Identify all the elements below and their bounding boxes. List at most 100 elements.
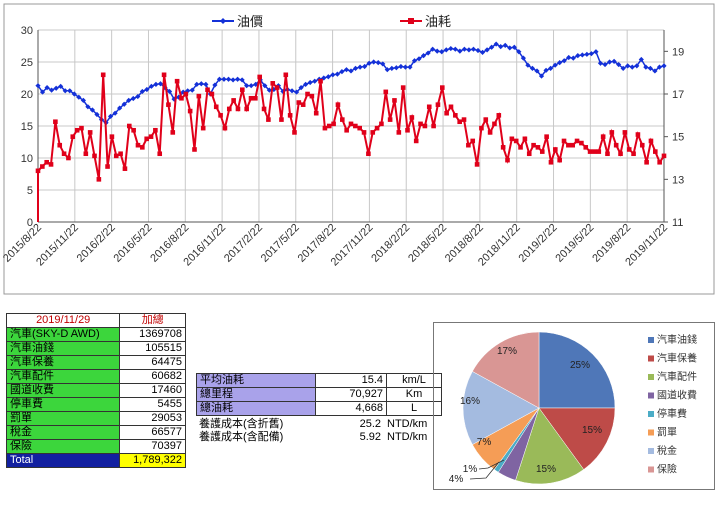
data-point: [402, 64, 409, 70]
data-point: [35, 168, 41, 174]
data-point: [605, 151, 610, 157]
data-point: [579, 52, 585, 58]
data-point: [292, 130, 297, 135]
data-point: [570, 142, 576, 148]
line-chart: 05101520253011131517192015/8/222015/11/2…: [1, 3, 715, 295]
data-point: [606, 59, 613, 65]
x-tick-label: 2017/2/22: [222, 222, 265, 265]
data-point: [361, 130, 367, 135]
summary-row-label: 稅金: [5, 425, 121, 440]
series-油價: [35, 41, 667, 126]
data-point: [126, 123, 132, 129]
data-point: [194, 81, 200, 87]
data-point: [231, 98, 236, 103]
stats-row: 總油耗 4,668 L: [196, 401, 442, 416]
cost-value: 25.2: [359, 418, 381, 430]
data-point: [300, 102, 306, 107]
data-point: [409, 115, 415, 120]
data-point: [539, 149, 545, 154]
data-point: [362, 63, 368, 70]
data-point: [239, 77, 245, 83]
legend-marker: [220, 18, 226, 24]
data-point: [522, 136, 528, 142]
data-point: [113, 153, 119, 159]
data-point: [439, 49, 445, 55]
data-point: [157, 81, 164, 87]
summary-row: 罰單 29053: [5, 411, 186, 426]
data-point: [107, 113, 114, 119]
right-tick-label: 19: [672, 46, 684, 58]
data-point: [443, 47, 449, 53]
data-point: [58, 83, 64, 89]
data-point: [371, 59, 377, 65]
data-point: [203, 81, 209, 87]
legend-marker: [408, 18, 414, 24]
summary-row: 保險 70397: [5, 439, 186, 454]
data-point: [92, 153, 97, 159]
data-point: [266, 117, 271, 122]
data-point: [280, 88, 286, 95]
data-point: [240, 87, 245, 93]
data-point: [479, 49, 486, 55]
data-point: [70, 134, 76, 139]
data-point: [271, 86, 277, 93]
data-point: [561, 138, 567, 144]
data-point: [222, 125, 228, 131]
data-point: [153, 127, 158, 133]
data-point: [543, 67, 549, 73]
data-point: [212, 82, 218, 88]
data-point: [583, 145, 589, 150]
data-point: [487, 130, 493, 135]
data-point: [53, 85, 59, 91]
stats-unit: Km: [386, 387, 442, 402]
data-point: [557, 60, 563, 66]
data-point: [298, 85, 304, 91]
data-point: [493, 41, 499, 47]
data-point: [461, 117, 467, 122]
summary-row-label: 國道收費: [5, 383, 121, 398]
data-point: [425, 50, 431, 56]
data-point: [53, 119, 58, 125]
series-line: [37, 74, 665, 222]
data-point: [322, 125, 328, 131]
data-point: [602, 61, 608, 68]
series-line: [37, 43, 665, 124]
summary-row-label: 汽車(SKY-D AWD): [5, 327, 121, 342]
data-point: [407, 64, 413, 70]
data-point: [44, 159, 49, 165]
data-point: [452, 46, 458, 52]
data-point: [647, 65, 653, 71]
data-point: [611, 58, 617, 64]
data-point: [166, 102, 171, 107]
data-point: [118, 151, 123, 157]
data-point: [520, 55, 526, 61]
data-point: [531, 142, 536, 148]
x-tick-label: 2019/5/22: [553, 222, 596, 265]
data-point: [587, 149, 593, 154]
data-point: [374, 125, 380, 131]
summary-row: 汽車保養 64475: [5, 355, 186, 370]
data-point: [518, 145, 523, 150]
data-point: [335, 102, 341, 107]
data-point: [122, 166, 128, 171]
data-point: [126, 97, 132, 103]
data-point: [448, 104, 454, 110]
data-point: [500, 145, 506, 150]
data-point: [639, 142, 645, 148]
data-point: [505, 157, 510, 163]
summary-row-label: 停車費: [5, 397, 121, 412]
data-point: [339, 69, 345, 75]
data-point: [196, 93, 202, 99]
data-point: [189, 87, 195, 93]
data-point: [209, 91, 215, 97]
data-point: [330, 72, 336, 78]
right-tick-label: 13: [672, 174, 684, 186]
data-point: [553, 147, 558, 152]
data-point: [307, 79, 313, 86]
stats-unit: L: [386, 401, 442, 416]
stats-table: 平均油耗 15.4 km/L 總里程 70,927 Km 總油耗 4,668 L: [196, 373, 442, 416]
data-point: [66, 155, 71, 161]
stats-label: 平均油耗: [196, 373, 316, 388]
left-tick-label: 5: [27, 185, 33, 197]
series-油耗: [35, 72, 667, 222]
